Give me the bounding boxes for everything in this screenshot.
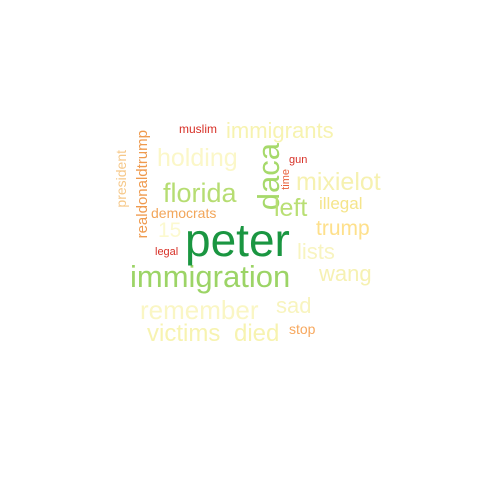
word-peter: peter xyxy=(185,214,290,266)
word-florida: florida xyxy=(163,178,237,208)
word-president: president xyxy=(113,150,129,208)
word-holding: holding xyxy=(157,144,238,172)
word-sad: sad xyxy=(276,293,312,318)
word-democrats: democrats xyxy=(151,205,217,221)
word-realdonaldtrump: realdonaldtrump xyxy=(134,130,151,239)
word-stop: stop xyxy=(289,321,316,337)
word-left: left xyxy=(274,194,308,222)
word-remember: remember xyxy=(140,295,259,325)
word-victims: victims xyxy=(147,320,221,347)
word-immigration: immigration xyxy=(130,259,291,294)
word-trump: trump xyxy=(316,217,370,240)
word-gun: gun xyxy=(289,154,308,166)
word-muslim: muslim xyxy=(179,122,217,136)
word-15: 15 xyxy=(158,219,182,242)
word-wang: wang xyxy=(319,261,372,286)
word-immigrants: immigrants xyxy=(226,118,334,143)
word-time: time xyxy=(280,169,292,190)
word-lists: lists xyxy=(297,239,335,264)
word-illegal: illegal xyxy=(319,194,363,213)
word-legal: legal xyxy=(155,246,179,258)
word-died: died xyxy=(234,320,280,347)
word-mixielot: mixielot xyxy=(296,168,381,196)
